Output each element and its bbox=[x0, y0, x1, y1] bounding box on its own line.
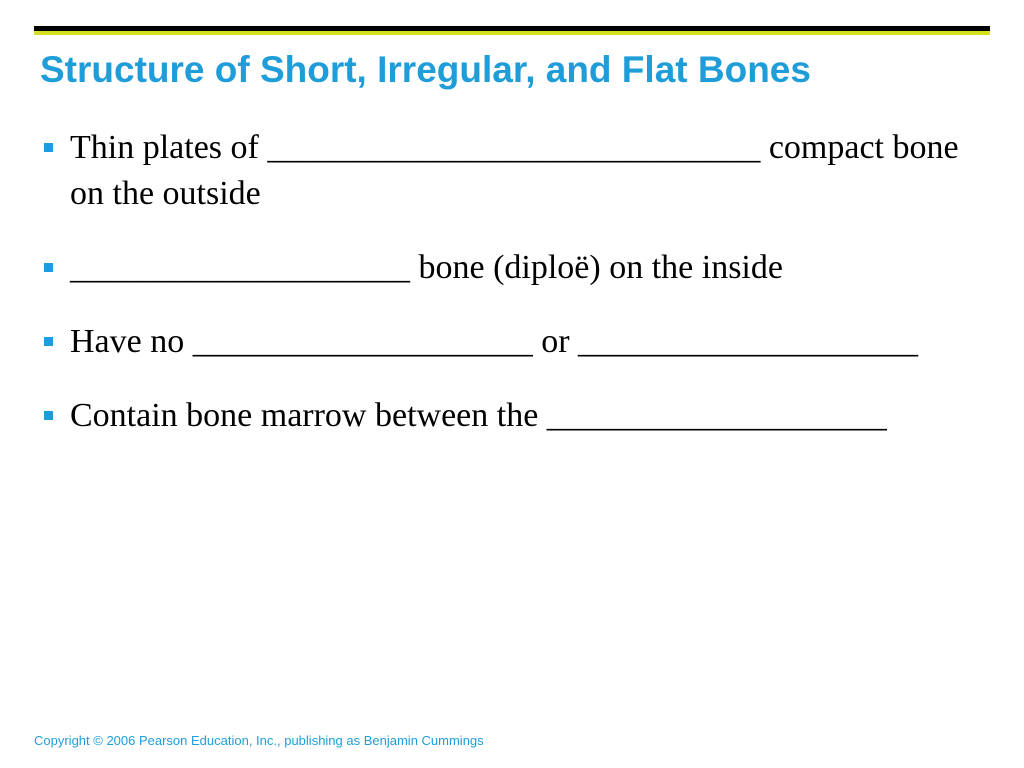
bullet-text: ____________________ bone (diploë) on th… bbox=[70, 249, 783, 286]
accent-rule bbox=[34, 31, 990, 35]
copyright: Copyright © 2006 Pearson Education, Inc.… bbox=[34, 733, 484, 748]
bullet-text: Contain bone marrow between the ________… bbox=[70, 397, 887, 434]
slide-title: Structure of Short, Irregular, and Flat … bbox=[40, 50, 984, 91]
bullet-item: Contain bone marrow between the ________… bbox=[40, 393, 984, 439]
bullet-text: Thin plates of _________________________… bbox=[70, 129, 959, 212]
slide-body: Thin plates of _________________________… bbox=[40, 125, 984, 466]
bullet-item: Have no ____________________ or ________… bbox=[40, 319, 984, 365]
slide: Structure of Short, Irregular, and Flat … bbox=[0, 0, 1024, 768]
bullet-list: Thin plates of _________________________… bbox=[40, 125, 984, 438]
bullet-item: Thin plates of _________________________… bbox=[40, 125, 984, 217]
bullet-item: ____________________ bone (diploë) on th… bbox=[40, 245, 984, 291]
bullet-text: Have no ____________________ or ________… bbox=[70, 323, 918, 360]
